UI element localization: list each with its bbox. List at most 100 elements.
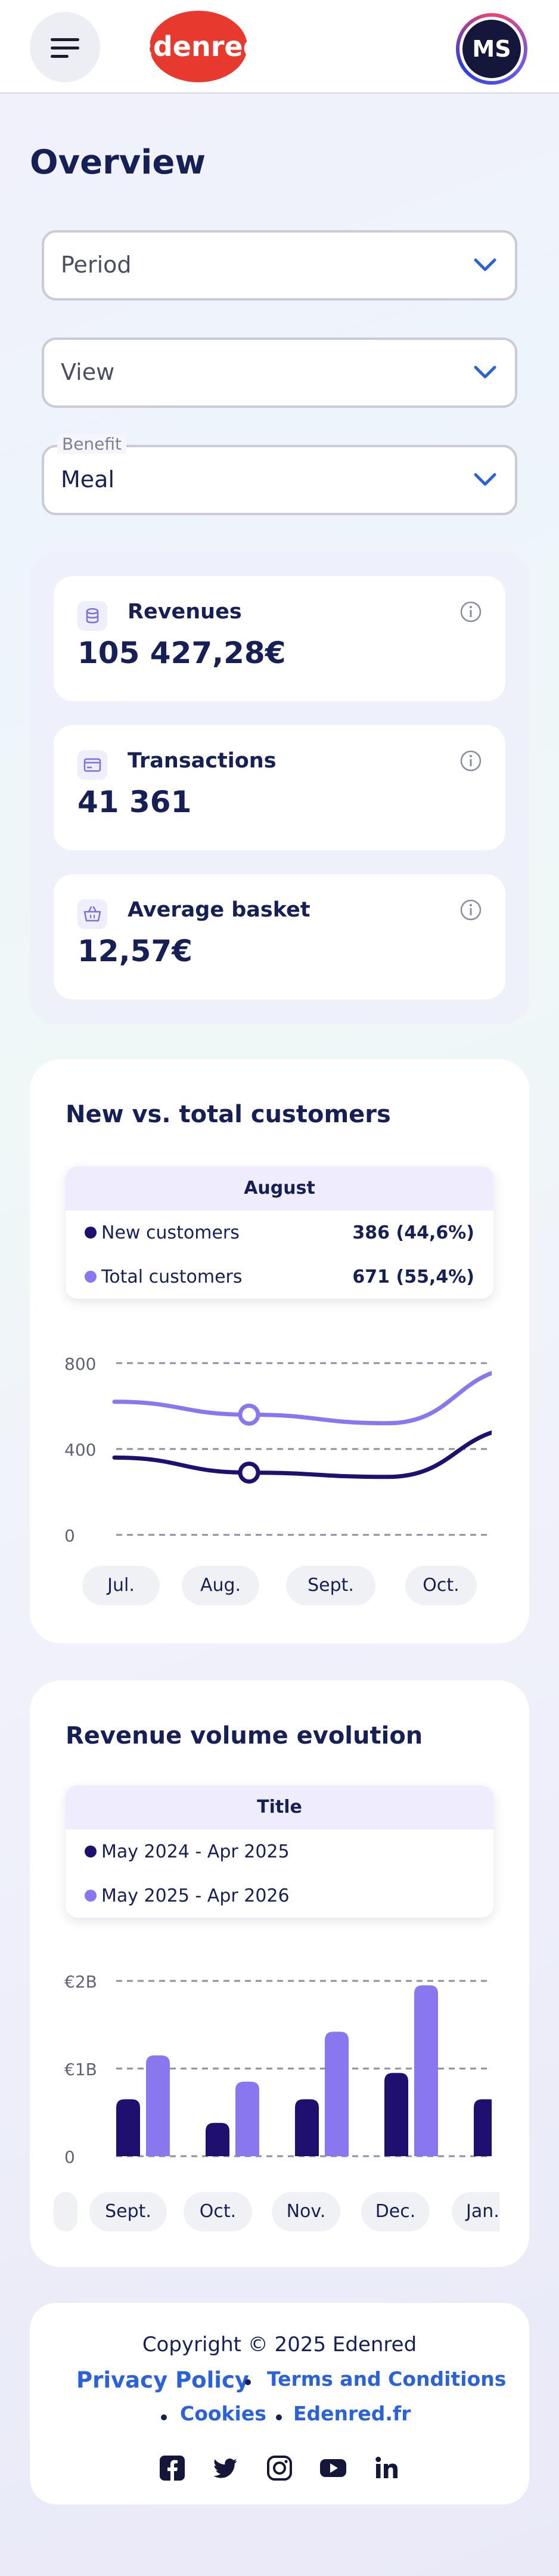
- x-axis-pill[interactable]: Aug.: [182, 1566, 259, 1605]
- bar-dec-series-2[interactable]: [414, 1985, 438, 2156]
- tooltip-row: Total customers 671 (55,4%): [66, 1255, 493, 1299]
- legend-title: Title: [66, 1785, 493, 1829]
- chart-tooltip: August New customers 386 (44,6%) Total c…: [66, 1166, 493, 1299]
- y-tick-label: 400: [64, 1440, 96, 1460]
- y-tick-label: €2B: [64, 1974, 97, 1992]
- y-tick-label: 0: [64, 1526, 75, 1546]
- bar-nov-series-1[interactable]: [295, 2099, 319, 2156]
- x-axis-pill[interactable]: [54, 2192, 77, 2231]
- benefit-label: Benefit: [57, 434, 127, 454]
- tooltip-month: August: [66, 1166, 493, 1210]
- tooltip-row: New customers 386 (44,6%): [66, 1210, 493, 1255]
- tooltip-series-value: 671 (55,4%): [352, 1267, 474, 1287]
- period-select-placeholder: Period: [61, 252, 132, 278]
- chart-title: New vs. total customers: [66, 1101, 391, 1128]
- kpi-card-transactions: Transactions 41 361: [54, 725, 505, 850]
- kpi-value: 105 427,28€: [77, 636, 286, 670]
- customers-line-chart[interactable]: 800 400 0: [30, 1351, 529, 1572]
- bar-nov-series-2[interactable]: [325, 2032, 349, 2156]
- x-axis-pill[interactable]: Oct.: [184, 2192, 252, 2231]
- avatar-initials: MS: [462, 20, 521, 78]
- legend-series-name: May 2025 - Apr 2026: [101, 1885, 290, 1906]
- facebook-icon[interactable]: [159, 2454, 186, 2482]
- x-axis-pill[interactable]: Oct.: [405, 1566, 477, 1605]
- menu-button[interactable]: [30, 12, 100, 82]
- view-select[interactable]: View: [42, 338, 517, 408]
- chevron-down-icon: [474, 258, 496, 271]
- tooltip-series-name: New customers: [101, 1222, 240, 1243]
- kpi-label: Average basket: [128, 898, 310, 922]
- highlight-point[interactable]: [238, 1403, 260, 1426]
- y-tick-label: 800: [64, 1354, 96, 1374]
- youtube-icon[interactable]: [319, 2454, 347, 2482]
- highlight-point[interactable]: [238, 1462, 260, 1484]
- edenred-fr-link[interactable]: Edenred.fr: [293, 2402, 411, 2425]
- linkedin-icon[interactable]: [373, 2454, 400, 2482]
- revenue-bar-chart[interactable]: €2B €1B 0: [30, 1974, 529, 2176]
- benefit-select[interactable]: Benefit Meal: [42, 434, 517, 515]
- card-icon: [77, 750, 107, 780]
- kpi-value: 41 361: [77, 785, 192, 819]
- period-select[interactable]: Period: [42, 230, 517, 301]
- privacy-policy-link[interactable]: Privacy Policy: [76, 2367, 250, 2393]
- kpi-card-average-basket: Average basket 12,57€: [54, 874, 505, 999]
- cookies-link[interactable]: Cookies: [180, 2402, 266, 2425]
- separator-dot: [245, 2379, 251, 2385]
- instagram-icon[interactable]: [266, 2454, 293, 2482]
- terms-link[interactable]: Terms and Conditions: [267, 2367, 507, 2391]
- bar-oct-series-2[interactable]: [235, 2082, 259, 2156]
- kpi-label: Revenues: [128, 600, 242, 624]
- tooltip-series-name: Total customers: [101, 1267, 243, 1287]
- user-avatar[interactable]: MS: [456, 13, 527, 85]
- info-icon[interactable]: [459, 898, 483, 922]
- separator-dot: [161, 2414, 167, 2420]
- separator-dot: [276, 2414, 282, 2420]
- tooltip-series-value: 386 (44,6%): [352, 1222, 474, 1243]
- page-title: Overview: [30, 143, 206, 182]
- benefit-select-value: Meal: [61, 466, 115, 493]
- kpi-label: Transactions: [128, 749, 277, 773]
- series-dot: [85, 1890, 97, 1902]
- footer: Copyright © 2025 Edenred Privacy Policy …: [30, 2303, 529, 2504]
- svg-text:Edenred: Edenred: [136, 30, 261, 63]
- x-axis-pill[interactable]: Nov.: [272, 2192, 340, 2231]
- info-icon[interactable]: [459, 600, 483, 624]
- menu-icon-line: [51, 38, 79, 41]
- chart-legend: Title May 2024 - Apr 2025 May 2025 - Apr…: [66, 1785, 493, 1918]
- chevron-down-icon: [474, 366, 496, 379]
- revenue-chart-card: Revenue volume evolution Title May 2024 …: [30, 1680, 529, 2267]
- series-dot: [85, 1271, 97, 1283]
- x-axis-pill[interactable]: Jan.: [452, 2192, 499, 2231]
- edenred-logo[interactable]: Edenred: [136, 10, 261, 83]
- top-header: Edenred MS: [0, 0, 559, 94]
- y-tick-label: €1B: [64, 2060, 97, 2079]
- menu-icon-line: [51, 55, 69, 58]
- kpi-panel: Revenues 105 427,28€ Transactions 41 361…: [30, 552, 529, 1024]
- bar-jan-series-1[interactable]: [474, 2099, 498, 2156]
- basket-icon: [77, 899, 107, 929]
- kpi-card-revenues: Revenues 105 427,28€: [54, 576, 505, 701]
- view-select-placeholder: View: [61, 359, 115, 385]
- menu-icon-line: [51, 47, 79, 49]
- copyright-text: Copyright © 2025 Edenred: [142, 2333, 417, 2357]
- coins-icon: [77, 601, 107, 631]
- bar-sept-series-2[interactable]: [146, 2055, 170, 2156]
- series-line-new-customers[interactable]: [112, 1428, 526, 1479]
- x-axis-pill[interactable]: Sept.: [89, 2192, 167, 2231]
- bar-sept-series-1[interactable]: [116, 2099, 140, 2156]
- series-line-total-customers[interactable]: [112, 1367, 526, 1426]
- x-axis-pill[interactable]: Sept.: [286, 1566, 375, 1605]
- customers-chart-card: New vs. total customers August New custo…: [30, 1059, 529, 1643]
- series-dot: [85, 1227, 97, 1239]
- chevron-down-icon: [474, 473, 496, 486]
- bar-oct-series-1[interactable]: [206, 2123, 229, 2156]
- twitter-icon[interactable]: [212, 2454, 240, 2482]
- info-icon[interactable]: [459, 749, 483, 773]
- x-axis-pill[interactable]: Jul.: [82, 1566, 160, 1605]
- bar-dec-series-1[interactable]: [384, 2073, 408, 2156]
- chart-title: Revenue volume evolution: [66, 1722, 423, 1750]
- bar-jan-series-2[interactable]: [504, 2005, 527, 2156]
- x-axis-pill[interactable]: Dec.: [361, 2192, 430, 2231]
- legend-item: May 2025 - Apr 2026: [66, 1874, 493, 1918]
- bar-aug-series-2[interactable]: [36, 2046, 60, 2156]
